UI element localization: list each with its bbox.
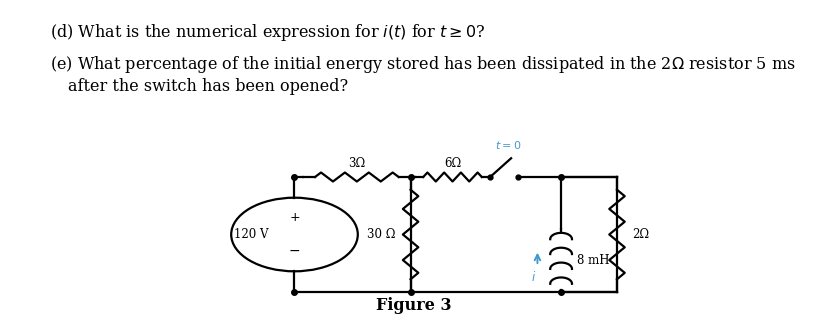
Text: 2Ω: 2Ω	[631, 228, 648, 241]
Text: $t = 0$: $t = 0$	[495, 139, 521, 151]
Text: 8 mH: 8 mH	[576, 254, 609, 267]
Text: Figure 3: Figure 3	[375, 297, 452, 314]
Text: $i$: $i$	[531, 270, 536, 284]
Text: 3Ω: 3Ω	[348, 157, 365, 170]
Text: 6Ω: 6Ω	[443, 157, 461, 170]
Text: after the switch has been opened?: after the switch has been opened?	[68, 78, 347, 95]
Text: (e) What percentage of the initial energy stored has been dissipated in the 2$\O: (e) What percentage of the initial energ…	[50, 54, 795, 75]
Text: 30 Ω: 30 Ω	[366, 228, 395, 241]
Text: (d) What is the numerical expression for $i(t)$ for $t \geq 0$?: (d) What is the numerical expression for…	[50, 22, 485, 43]
Text: −: −	[289, 244, 300, 258]
Text: 120 V: 120 V	[234, 228, 269, 241]
Text: +: +	[289, 211, 299, 224]
